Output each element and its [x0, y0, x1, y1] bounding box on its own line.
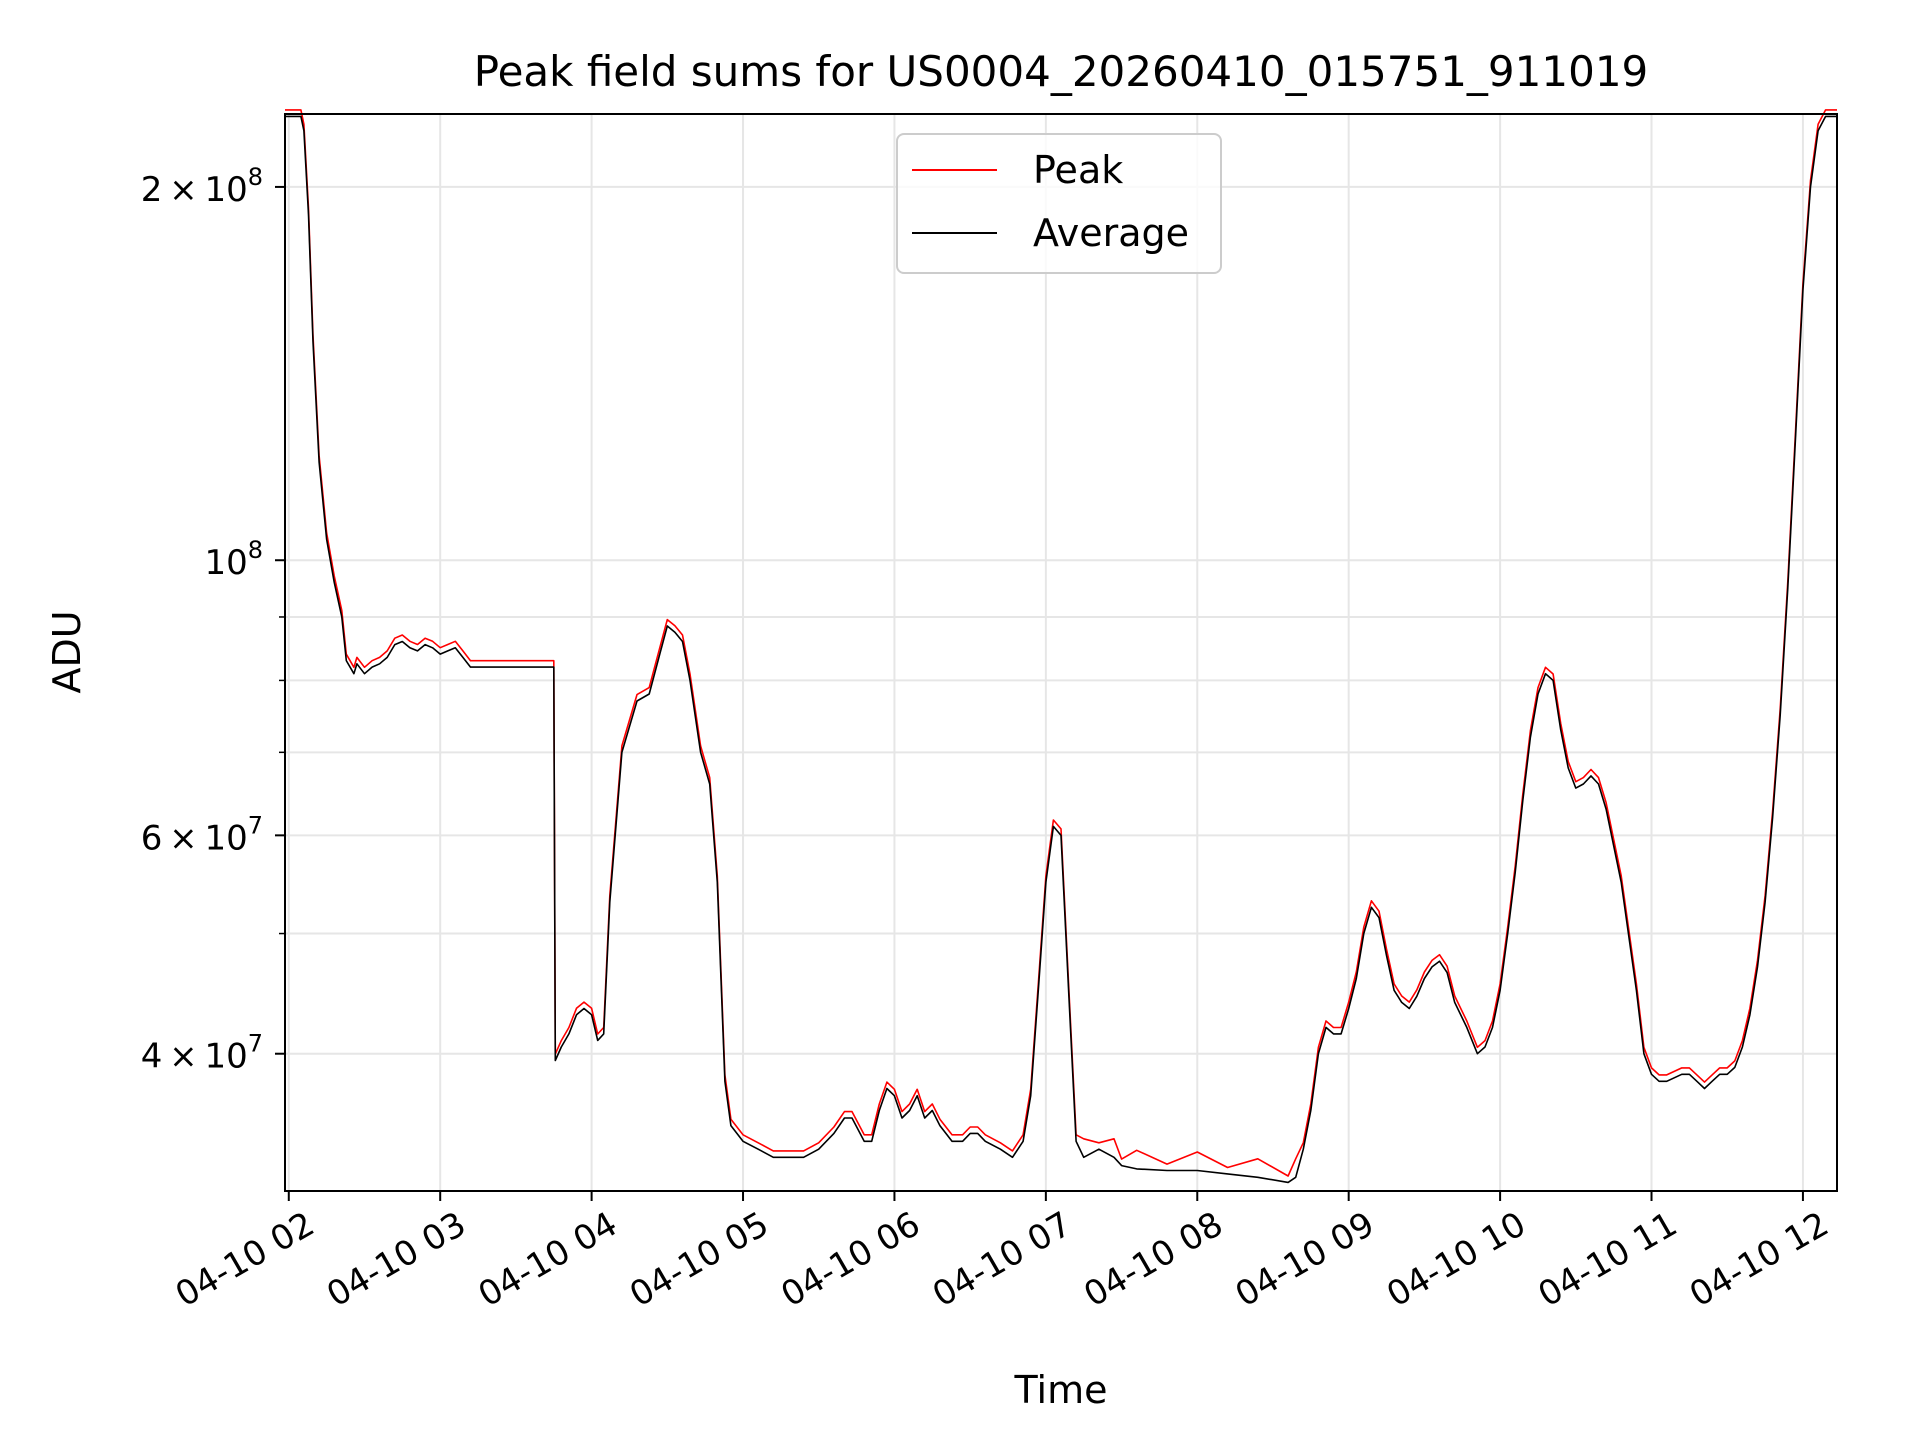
plot-area-background [285, 114, 1837, 1191]
series-lines [285, 109, 1837, 1184]
y-tick-label: 2 × 108 [141, 163, 263, 210]
series-line-average [285, 115, 1837, 1184]
y-tick-label: 108 [204, 536, 263, 583]
y-axis-label: ADU [45, 610, 89, 693]
x-axis-label: Time [1014, 1368, 1108, 1412]
chart-title: Peak field sums for US0004_20260410_0157… [474, 47, 1649, 96]
legend-label-peak: Peak [1033, 148, 1123, 192]
legend: Peak Average [896, 133, 1222, 274]
y-tick-label: 4 × 107 [141, 1030, 263, 1077]
legend-label-average: Average [1033, 211, 1189, 255]
plot-area-frame [284, 113, 1838, 1192]
legend-box [896, 133, 1222, 274]
y-tick-label: 6 × 107 [141, 811, 263, 858]
